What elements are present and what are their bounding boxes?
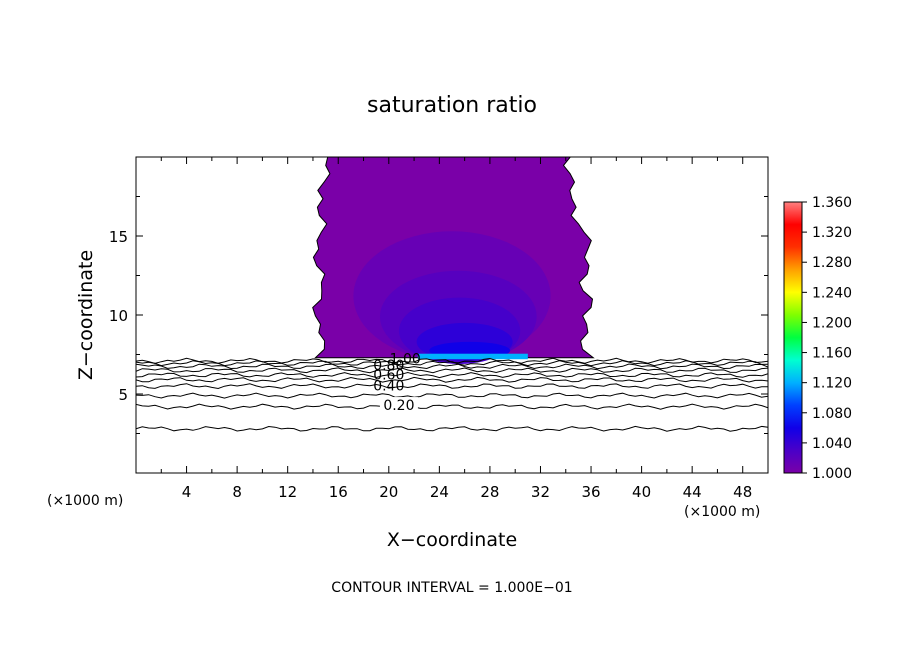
colorbar-labels: 1.360 1.320 1.280 1.240 1.200 1.160 1.120 1.080… bbox=[802, 195, 852, 482]
contour-label: 0.20 bbox=[383, 398, 414, 414]
x-tick-label: 48 bbox=[733, 483, 752, 501]
x-tick-label: 16 bbox=[329, 483, 348, 501]
x-tick-label: 36 bbox=[581, 483, 600, 501]
x-tick-label: 4 bbox=[182, 483, 192, 501]
contour-line bbox=[136, 367, 768, 374]
contour-label: 0.60 bbox=[373, 367, 404, 383]
y-tick-label: 10 bbox=[109, 307, 128, 325]
contour-line bbox=[136, 363, 768, 370]
chart-title: saturation ratio bbox=[367, 93, 537, 118]
x-tick-label: 20 bbox=[379, 483, 398, 501]
colorbar-label: 1.360 bbox=[812, 195, 852, 211]
contour-label-bg bbox=[379, 397, 418, 412]
x-tick-label: 44 bbox=[683, 483, 702, 501]
contour-label: 1.00 bbox=[390, 351, 421, 367]
contour-interval-footer: CONTOUR INTERVAL = 1.000E−01 bbox=[331, 580, 572, 596]
contour-line bbox=[136, 383, 768, 390]
x-unit-right: (×1000 m) bbox=[684, 504, 760, 520]
colorbar-label: 1.160 bbox=[812, 346, 852, 362]
contour-line bbox=[136, 357, 768, 364]
saturation-fill bbox=[312, 157, 595, 364]
contour-line bbox=[136, 425, 768, 432]
colorbar-label: 1.320 bbox=[812, 225, 852, 241]
plot-area bbox=[136, 157, 768, 432]
x-tick-label: 40 bbox=[632, 483, 651, 501]
y-axis-label: Z−coordinate bbox=[75, 250, 97, 380]
colorbar-label: 1.280 bbox=[812, 255, 852, 271]
x-tick-label: 32 bbox=[531, 483, 550, 501]
contour-label: 0.40 bbox=[373, 378, 404, 394]
contour-label: 0.80 bbox=[373, 358, 404, 374]
colorbar-label: 1.080 bbox=[812, 406, 852, 422]
colorbar-label: 1.120 bbox=[812, 376, 852, 392]
colorbar-label: 1.240 bbox=[812, 285, 852, 301]
contour-line bbox=[136, 360, 768, 367]
y-tick-label: 15 bbox=[109, 228, 128, 246]
colorbar-label: 1.200 bbox=[812, 315, 852, 331]
contour-line bbox=[136, 376, 768, 383]
colorbar: 1.360 1.320 1.280 1.240 1.200 1.160 1.120 1.080… bbox=[783, 195, 852, 482]
x-unit-left: (×1000 m) bbox=[47, 493, 123, 509]
y-axis-ticks: 5 10 15 bbox=[109, 196, 768, 434]
colorbar-label: 1.000 bbox=[812, 466, 852, 482]
contour-line bbox=[136, 392, 768, 399]
x-tick-label: 12 bbox=[278, 483, 297, 501]
contour-line bbox=[136, 371, 768, 379]
colorbar-gradient bbox=[783, 201, 803, 474]
contour-line bbox=[136, 403, 768, 410]
x-axis-label: X−coordinate bbox=[387, 529, 517, 551]
x-tick-label: 8 bbox=[232, 483, 242, 501]
contour-lines bbox=[136, 357, 768, 432]
peak-saturation-band bbox=[417, 353, 528, 360]
contour-line-labels: 0.20 0.400.600.801.00 bbox=[373, 351, 421, 414]
y-tick-label: 5 bbox=[118, 386, 128, 404]
x-axis-ticks: 4 8 12 16 20 24 28 32 36 40 44 48 bbox=[160, 157, 752, 501]
x-tick-label: 24 bbox=[430, 483, 449, 501]
x-tick-label: 28 bbox=[480, 483, 499, 501]
colorbar-label: 1.040 bbox=[812, 436, 852, 452]
